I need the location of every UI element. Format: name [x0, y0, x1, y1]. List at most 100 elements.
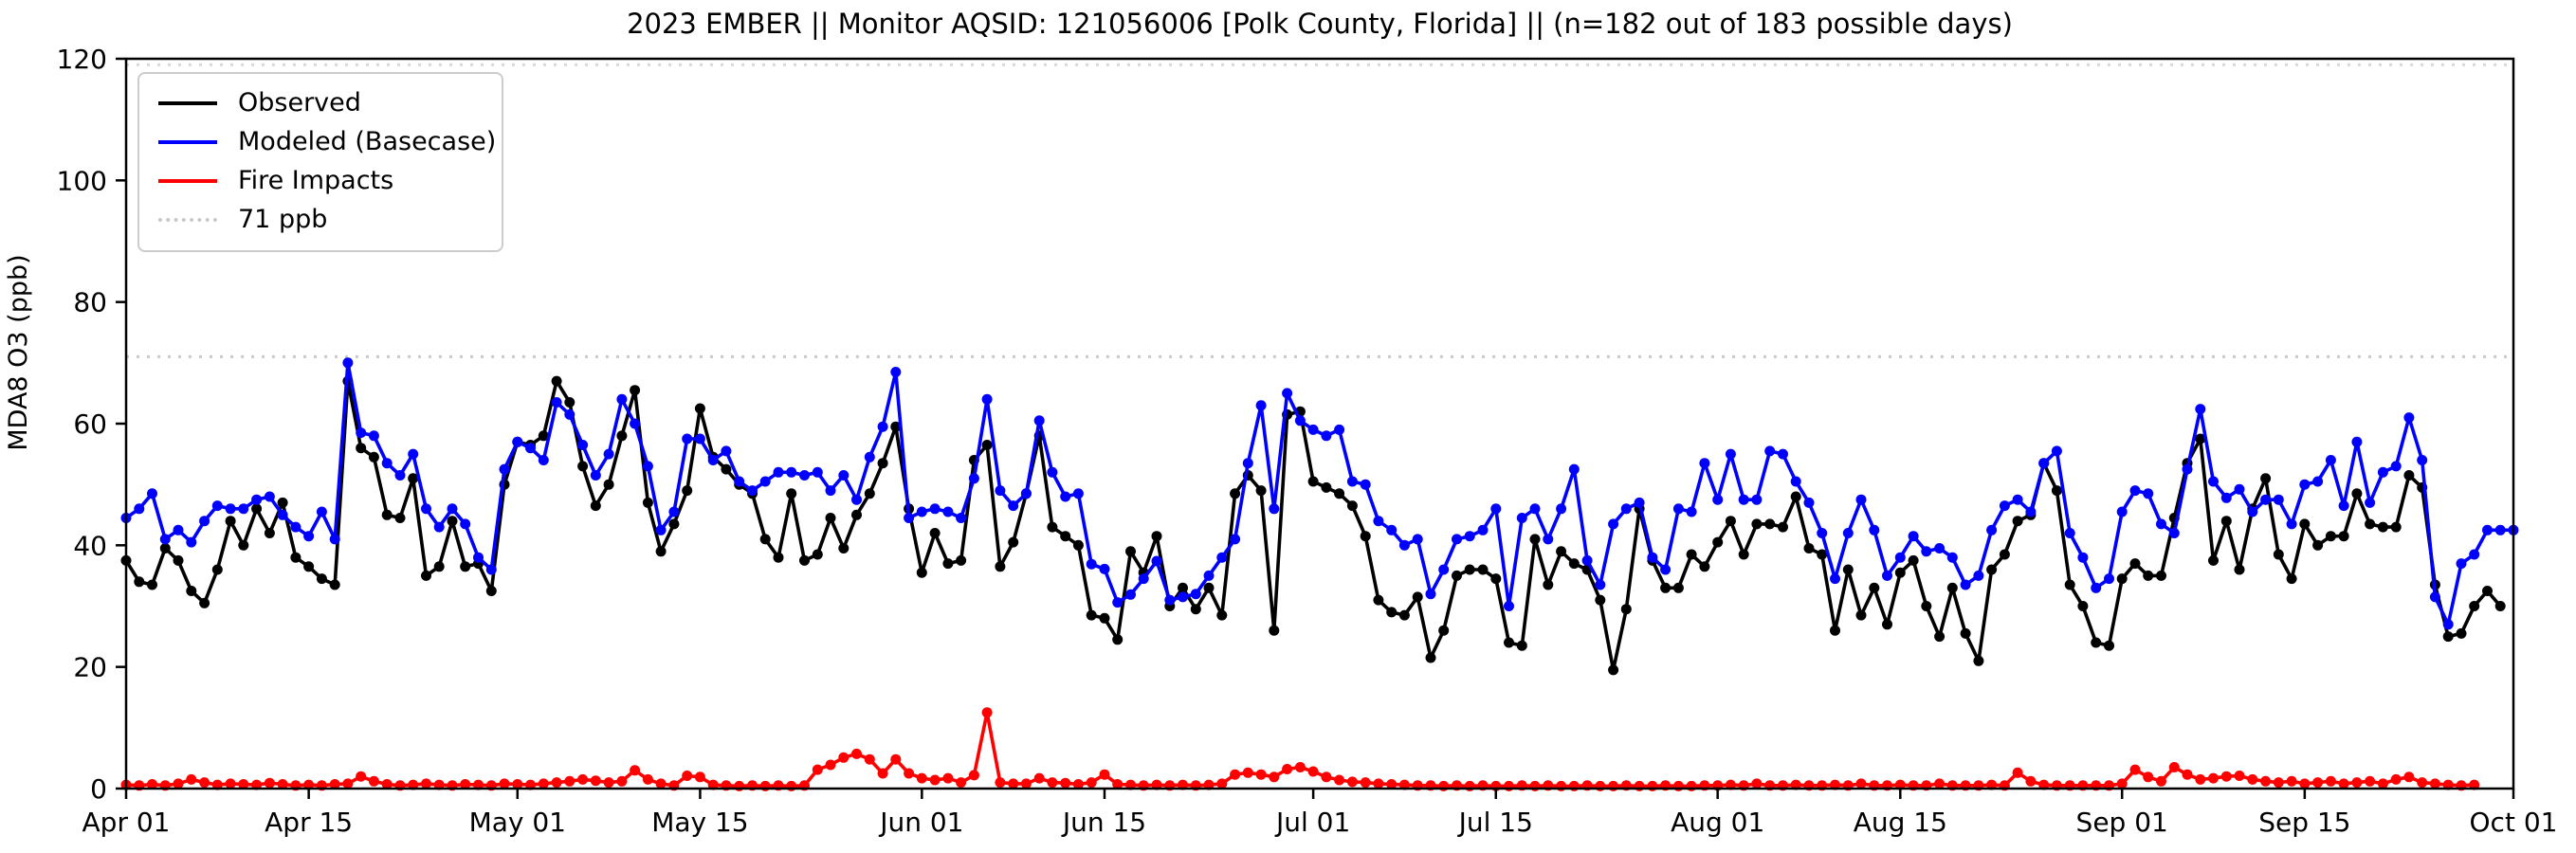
- modeled-data-point: [2012, 494, 2023, 505]
- fire-data-point: [642, 773, 653, 785]
- fire-data-point: [682, 771, 693, 781]
- modeled-data-point: [2182, 463, 2193, 475]
- modeled-data-point: [2273, 494, 2284, 505]
- observed-data-point: [2077, 601, 2089, 611]
- legend-item-fire: Fire Impacts: [139, 161, 502, 200]
- fire-data-point: [1307, 766, 1319, 777]
- observed-data-point: [2260, 473, 2272, 484]
- fire-data-point: [2338, 778, 2349, 789]
- fire-data-point: [2390, 773, 2402, 785]
- modeled-data-point: [707, 455, 719, 465]
- observed-data-point: [1047, 521, 1058, 533]
- fire-data-point: [277, 779, 288, 789]
- x-tick-label: Jul 15: [1457, 807, 1533, 838]
- fire-data-point: [1934, 778, 1946, 789]
- modeled-data-point: [225, 503, 236, 515]
- modeled-data-point: [1033, 415, 1045, 426]
- modeled-data-point: [173, 524, 184, 535]
- observed-data-point: [1334, 488, 1345, 499]
- observed-data-point: [1490, 573, 1502, 585]
- observed-data-point: [1438, 625, 1450, 636]
- fire-data-point: [1334, 774, 1345, 786]
- modeled-data-point: [812, 466, 823, 478]
- observed-data-point: [394, 513, 406, 523]
- observed-data-point: [1986, 564, 1998, 575]
- modeled-data-point: [303, 531, 315, 542]
- fire-data-point: [864, 753, 875, 765]
- observed-data-point: [2143, 570, 2154, 581]
- y-tick-label: 0: [90, 773, 107, 805]
- observed-data-point: [2442, 631, 2454, 643]
- fire-data-point: [2286, 775, 2297, 787]
- fire-data-point: [2116, 778, 2128, 789]
- modeled-data-point: [2234, 483, 2245, 495]
- series-modeled: [120, 357, 2519, 630]
- modeled-data-point: [381, 458, 393, 469]
- fire-data-point: [1047, 777, 1058, 789]
- observed-data-point: [890, 421, 902, 432]
- fire-data-point: [2417, 777, 2428, 789]
- modeled-data-point: [825, 485, 836, 497]
- legend-item-modeled: Modeled (Basecase): [139, 122, 502, 161]
- observed-data-point: [1346, 500, 1358, 512]
- observed-data-point: [682, 485, 693, 497]
- observed-data-point: [1360, 531, 1371, 542]
- modeled-data-point: [1790, 476, 1801, 487]
- y-tick-label: 80: [73, 287, 107, 318]
- modeled-data-point: [1934, 543, 1946, 554]
- modeled-data-point: [1307, 424, 1319, 435]
- fire-data-point: [995, 777, 1006, 789]
- y-tick-label: 120: [57, 44, 107, 75]
- observed-data-point: [2312, 539, 2324, 551]
- observed-data-point: [1216, 609, 1228, 621]
- modeled-data-point: [1190, 589, 1201, 600]
- fire-data-point: [1269, 771, 1280, 783]
- modeled-data-point: [2143, 488, 2154, 499]
- fire-data-point: [2299, 778, 2311, 789]
- modeled-data-point: [799, 470, 810, 481]
- modeled-data-point: [2351, 436, 2363, 447]
- modeled-data-point: [2390, 461, 2402, 472]
- fire-data-point: [1020, 778, 1032, 789]
- modeled-data-point: [1778, 448, 1788, 460]
- observed-data-point: [538, 430, 549, 442]
- modeled-data-point: [759, 476, 771, 487]
- fire-data-point: [186, 773, 197, 785]
- observed-data-point: [2325, 531, 2336, 542]
- modeled-data-point: [1908, 531, 1919, 542]
- fire-data-point: [956, 777, 967, 789]
- modeled-data-point: [1620, 503, 1632, 515]
- modeled-data-point: [1946, 552, 1958, 563]
- observed-data-point: [1386, 607, 1398, 618]
- modeled-data-point: [2494, 524, 2506, 535]
- x-tick-label: Oct 01: [2470, 807, 2558, 838]
- modeled-data-point: [1660, 564, 1672, 575]
- fire-data-point: [1360, 777, 1371, 789]
- modeled-data-point: [433, 521, 445, 533]
- observed-data-point: [433, 561, 445, 572]
- modeled-data-point: [2091, 582, 2102, 593]
- legend-label-observed: Observed: [238, 88, 361, 118]
- observed-data-point: [368, 451, 379, 463]
- modeled-data-point: [394, 470, 406, 481]
- observed-data-point: [186, 586, 197, 596]
- modeled-data-point: [2286, 518, 2297, 530]
- observed-data-point: [577, 461, 589, 472]
- modeled-data-point: [1216, 552, 1228, 563]
- modeled-data-point: [134, 503, 145, 515]
- modeled-data-point: [682, 433, 693, 445]
- fire-data-point: [173, 778, 184, 789]
- x-tick-label: May 15: [651, 807, 748, 838]
- observed-data-point: [1712, 536, 1724, 548]
- observed-data-point: [603, 479, 614, 490]
- observed-data-point: [2365, 518, 2376, 530]
- fire-data-point: [655, 778, 667, 789]
- chart-title: 2023 EMBER || Monitor AQSID: 121056006 […: [627, 8, 2013, 40]
- threshold-dotted-swatch-icon: [158, 217, 217, 222]
- modeled-data-point: [1556, 503, 1567, 515]
- modeled-data-point: [1373, 516, 1384, 527]
- modeled-data-point: [2129, 485, 2141, 497]
- modeled-data-point: [981, 393, 993, 405]
